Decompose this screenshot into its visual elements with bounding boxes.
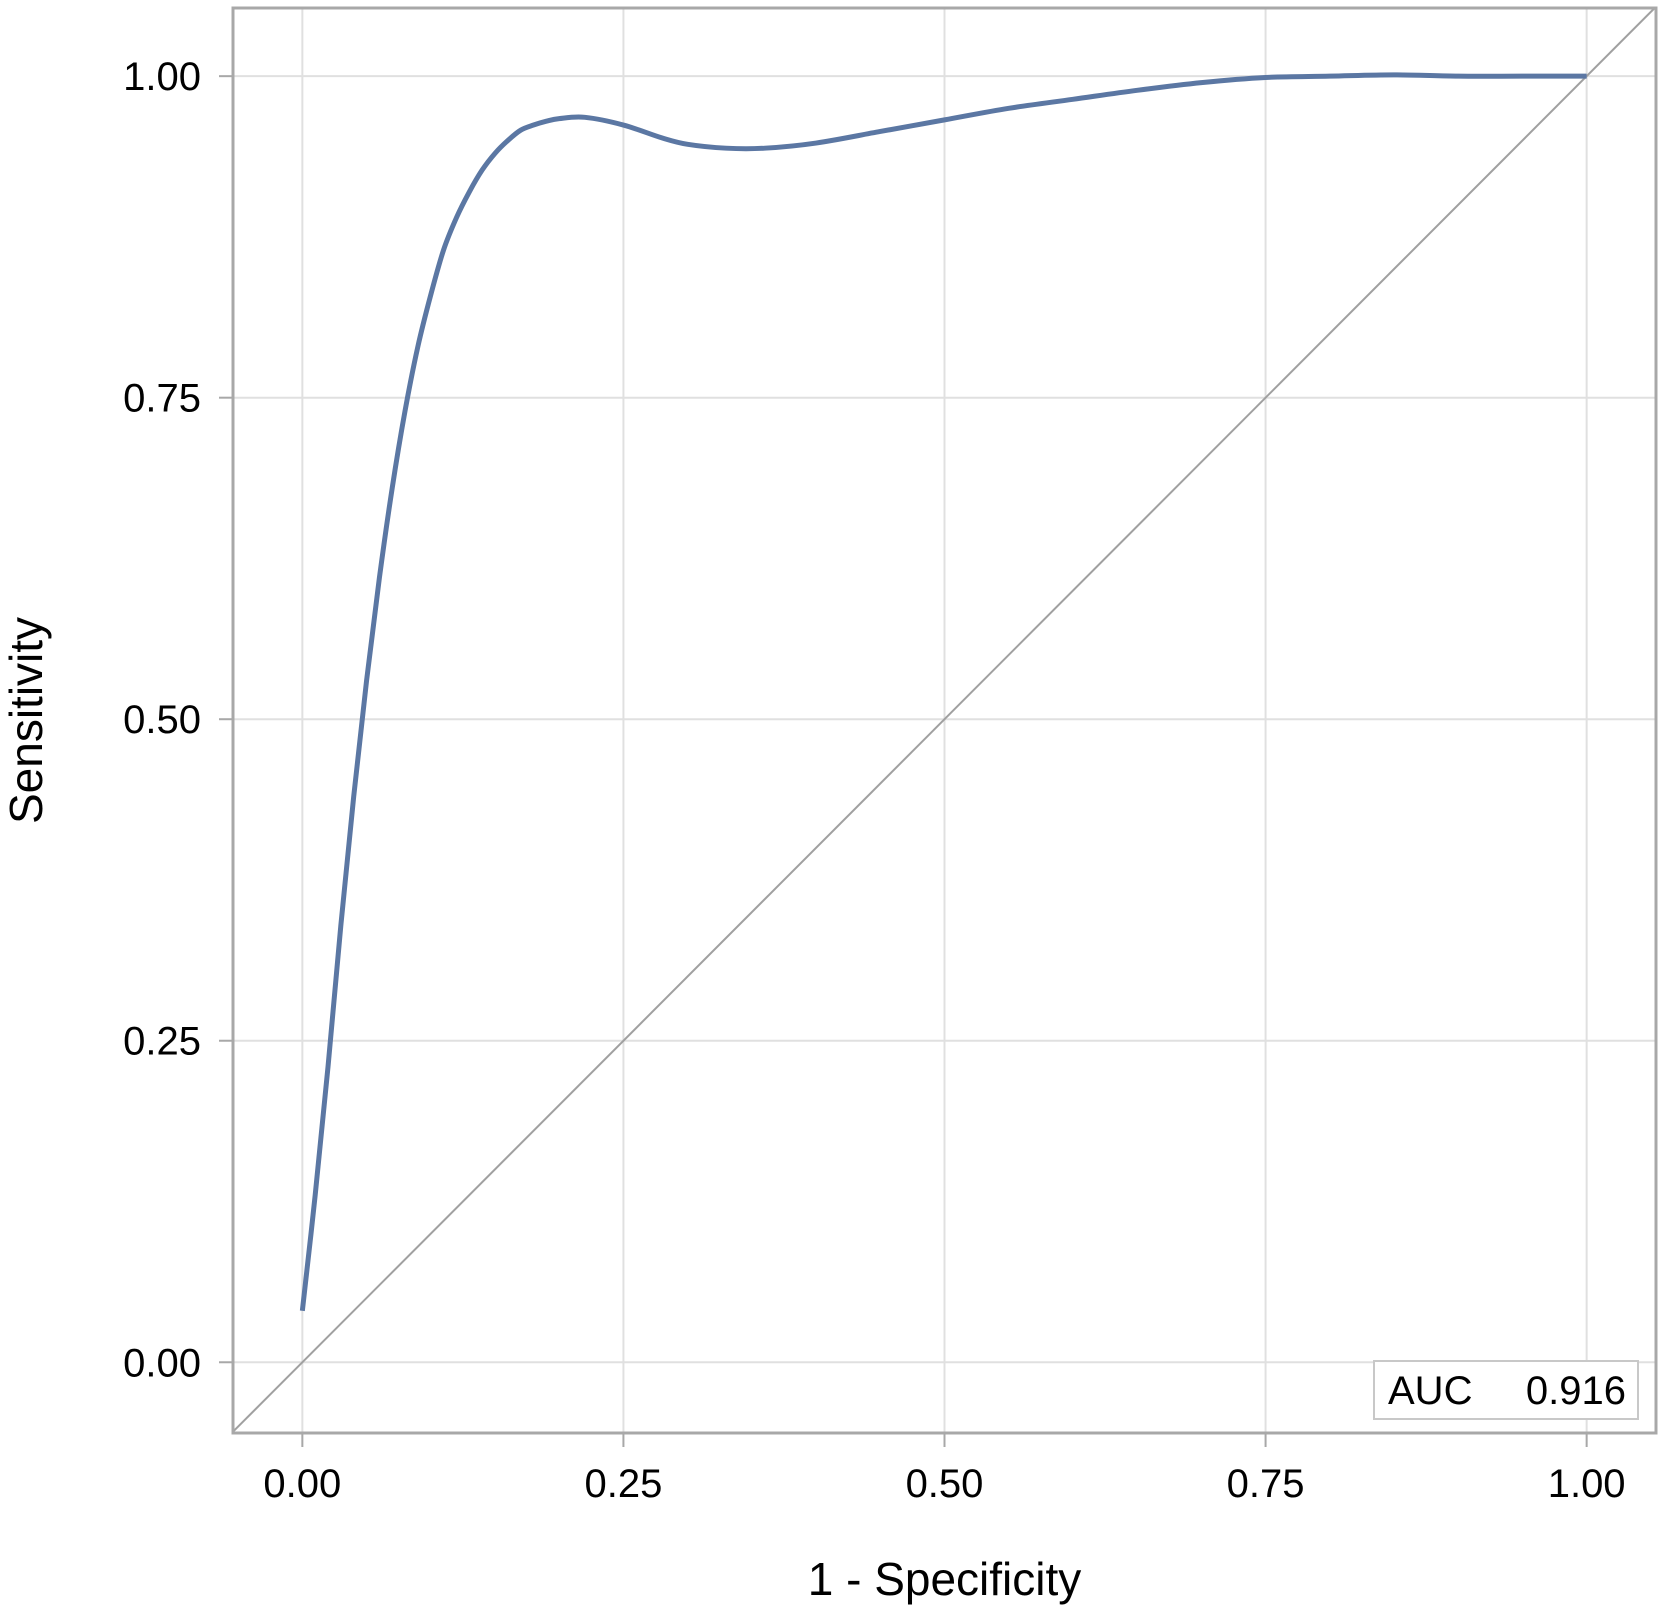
y-tick-label: 0.50 — [123, 698, 201, 742]
auc-label: AUC — [1388, 1369, 1472, 1413]
y-tick-label: 1.00 — [123, 55, 201, 99]
x-axis-ticks: 0.00 0.25 0.50 0.75 1.00 — [263, 1433, 1626, 1506]
y-axis-ticks: 0.00 0.25 0.50 0.75 1.00 — [123, 55, 233, 1385]
y-tick-label: 0.00 — [123, 1341, 201, 1385]
x-tick-label: 1.00 — [1548, 1462, 1626, 1506]
auc-annotation-box — [1373, 1360, 1639, 1420]
y-tick-label: 0.75 — [123, 377, 201, 421]
roc-curve-line — [299, 72, 1587, 1312]
y-tick-label: 0.25 — [123, 1020, 201, 1064]
x-tick-label: 0.00 — [263, 1462, 341, 1506]
auc-annotation: AUC 0.916 — [1373, 1360, 1639, 1420]
x-axis-title: 1 - Specificity — [808, 1553, 1082, 1605]
series-layer — [299, 72, 1587, 1312]
x-tick-label: 0.50 — [906, 1462, 984, 1506]
reference-diagonal-line — [232, 7, 1656, 1433]
auc-value: 0.916 — [1526, 1369, 1626, 1413]
x-tick-label: 0.25 — [584, 1462, 662, 1506]
x-tick-label: 0.75 — [1227, 1462, 1305, 1506]
reference-line-layer — [232, 7, 1656, 1433]
y-axis-title: Sensitivity — [0, 617, 52, 824]
